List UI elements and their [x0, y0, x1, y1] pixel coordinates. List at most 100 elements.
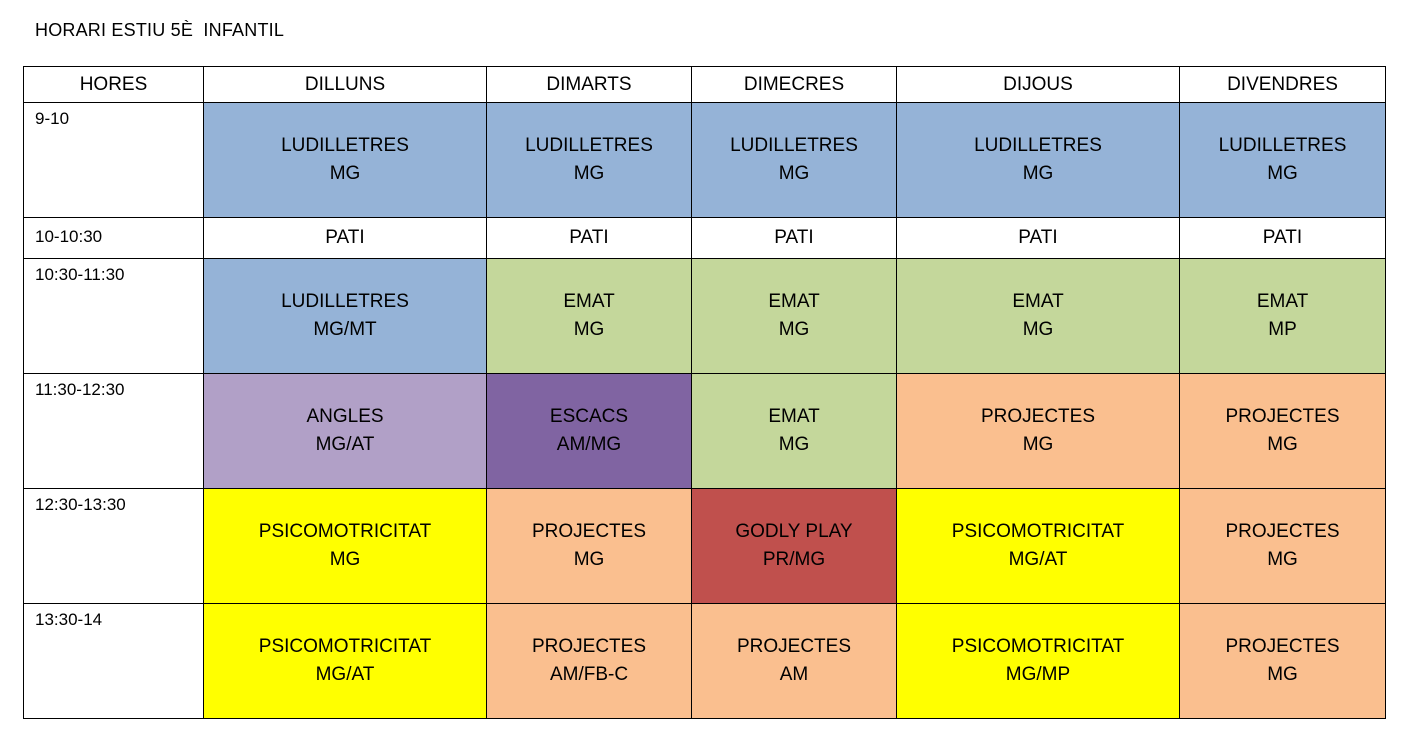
- lesson-cell: PROJECTES MG: [1179, 373, 1386, 489]
- lesson-subject: EMAT: [1012, 291, 1064, 312]
- header-hores: HORES: [23, 66, 204, 103]
- lesson-teacher: MG/AT: [315, 434, 375, 455]
- lesson-subject: PATI: [1018, 227, 1058, 248]
- lesson-subject: PSICOMOTRICITAT: [258, 521, 432, 542]
- lesson-cell: PATI: [1179, 217, 1386, 259]
- lesson-subject: PROJECTES: [1225, 521, 1340, 542]
- lesson-cell: PROJECTES MG: [1179, 488, 1386, 604]
- header-dijous: DIJOUS: [896, 66, 1180, 103]
- lesson-subject: ANGLES: [306, 406, 384, 427]
- lesson-subject: ESCACS: [549, 406, 629, 427]
- lesson-teacher: MG: [1022, 319, 1054, 340]
- lesson-cell: PROJECTES MG: [896, 373, 1180, 489]
- lesson-cell: PATI: [203, 217, 487, 259]
- lesson-teacher: MG: [329, 549, 361, 570]
- lesson-cell: EMAT MP: [1179, 258, 1386, 374]
- header-dilluns: DILLUNS: [203, 66, 487, 103]
- lesson-cell: PATI: [486, 217, 692, 259]
- lesson-cell: PSICOMOTRICITAT MG/AT: [896, 488, 1180, 604]
- lesson-teacher: MG: [1267, 434, 1298, 455]
- lesson-subject: LUDILLETRES: [1218, 135, 1347, 156]
- table-row: 10-10:30 PATI PATI PATI PATI PATI: [23, 217, 1386, 259]
- lesson-teacher: MG: [573, 549, 605, 570]
- time-cell: 11:30-12:30: [23, 373, 204, 489]
- header-row: HORES DILLUNS DIMARTS DIMECRES DIJOUS DI…: [23, 66, 1386, 103]
- time-cell: 12:30-13:30: [23, 488, 204, 604]
- lesson-teacher: MG: [778, 319, 810, 340]
- lesson-subject: PSICOMOTRICITAT: [951, 521, 1125, 542]
- lesson-cell: EMAT MG: [486, 258, 692, 374]
- time-cell: 10-10:30: [23, 217, 204, 259]
- lesson-subject: LUDILLETRES: [974, 135, 1102, 156]
- lesson-cell: PROJECTES AM: [691, 603, 897, 719]
- lesson-cell: PROJECTES MG: [1179, 603, 1386, 719]
- lesson-cell: PROJECTES AM/FB-C: [486, 603, 692, 719]
- lesson-teacher: MP: [1268, 319, 1297, 340]
- lesson-cell: LUDILLETRES MG: [486, 102, 692, 218]
- lesson-cell: EMAT MG: [691, 258, 897, 374]
- lesson-cell: PATI: [896, 217, 1180, 259]
- lesson-subject: PATI: [1262, 227, 1303, 248]
- lesson-cell: PSICOMOTRICITAT MG/AT: [203, 603, 487, 719]
- lesson-subject: LUDILLETRES: [730, 135, 858, 156]
- lesson-teacher: MG: [1022, 434, 1054, 455]
- lesson-cell: ANGLES MG/AT: [203, 373, 487, 489]
- lesson-teacher: MG: [573, 319, 605, 340]
- lesson-teacher: MG: [1022, 163, 1054, 184]
- lesson-subject: PROJECTES: [531, 521, 647, 542]
- lesson-teacher: MG: [778, 163, 810, 184]
- lesson-cell: PROJECTES MG: [486, 488, 692, 604]
- lesson-teacher: MG: [329, 163, 361, 184]
- table-row: 13:30-14 PSICOMOTRICITAT MG/AT PROJECTES A…: [23, 603, 1386, 719]
- lesson-subject: LUDILLETRES: [281, 135, 409, 156]
- lesson-teacher: MG/AT: [315, 664, 375, 685]
- lesson-teacher: MG: [1267, 163, 1298, 184]
- time-cell: 9-10: [23, 102, 204, 218]
- lesson-subject: PROJECTES: [1225, 406, 1340, 427]
- lesson-cell: GODLY PLAY PR/MG: [691, 488, 897, 604]
- lesson-cell: LUDILLETRES MG: [1179, 102, 1386, 218]
- lesson-teacher: MG: [573, 163, 605, 184]
- lesson-subject: EMAT: [563, 291, 615, 312]
- lesson-cell: PSICOMOTRICITAT MG/MP: [896, 603, 1180, 719]
- lesson-cell: LUDILLETRES MG: [691, 102, 897, 218]
- lesson-teacher: MG: [1267, 549, 1298, 570]
- table-row: 12:30-13:30 PSICOMOTRICITAT MG PROJECTES M…: [23, 488, 1386, 604]
- lesson-subject: GODLY PLAY: [735, 521, 853, 542]
- table-row: 10:30-11:30 LUDILLETRES MG/MT EMAT MG EMAT…: [23, 258, 1386, 374]
- lesson-teacher: MG/MT: [313, 319, 377, 340]
- lesson-teacher: AM: [779, 664, 809, 685]
- lesson-cell: PATI: [691, 217, 897, 259]
- lesson-cell: EMAT MG: [896, 258, 1180, 374]
- header-dimarts: DIMARTS: [486, 66, 692, 103]
- lesson-cell: ESCACS AM/MG: [486, 373, 692, 489]
- lesson-subject: PROJECTES: [980, 406, 1096, 427]
- lesson-subject: PSICOMOTRICITAT: [258, 636, 432, 657]
- lesson-teacher: MG: [1267, 664, 1298, 685]
- lesson-cell: LUDILLETRES MG: [896, 102, 1180, 218]
- lesson-teacher: MG: [778, 434, 810, 455]
- lesson-subject: EMAT: [768, 406, 820, 427]
- time-cell: 10:30-11:30: [23, 258, 204, 374]
- lesson-subject: PROJECTES: [736, 636, 852, 657]
- lesson-teacher: AM/FB-C: [549, 664, 629, 685]
- lesson-subject: PATI: [774, 227, 814, 248]
- lesson-cell: LUDILLETRES MG: [203, 102, 487, 218]
- lesson-cell: EMAT MG: [691, 373, 897, 489]
- lesson-subject: EMAT: [1256, 291, 1309, 312]
- schedule-table: HORES DILLUNS DIMARTS DIMECRES DIJOUS DI…: [23, 66, 1386, 719]
- lesson-subject: EMAT: [768, 291, 820, 312]
- table-row: 11:30-12:30 ANGLES MG/AT ESCACS AM/MG EMAT…: [23, 373, 1386, 489]
- lesson-subject: PROJECTES: [1225, 636, 1340, 657]
- lesson-subject: PSICOMOTRICITAT: [951, 636, 1125, 657]
- document-title: HORARI ESTIU 5È INFANTIL: [35, 20, 285, 40]
- lesson-cell: LUDILLETRES MG/MT: [203, 258, 487, 374]
- time-cell: 13:30-14: [23, 603, 204, 719]
- lesson-teacher: AM/MG: [556, 434, 622, 455]
- lesson-teacher: MG/MP: [1005, 664, 1071, 685]
- lesson-subject: LUDILLETRES: [525, 135, 653, 156]
- lesson-cell: PSICOMOTRICITAT MG: [203, 488, 487, 604]
- lesson-subject: LUDILLETRES: [281, 291, 409, 312]
- header-dimecres: DIMECRES: [691, 66, 897, 103]
- lesson-subject: PROJECTES: [531, 636, 647, 657]
